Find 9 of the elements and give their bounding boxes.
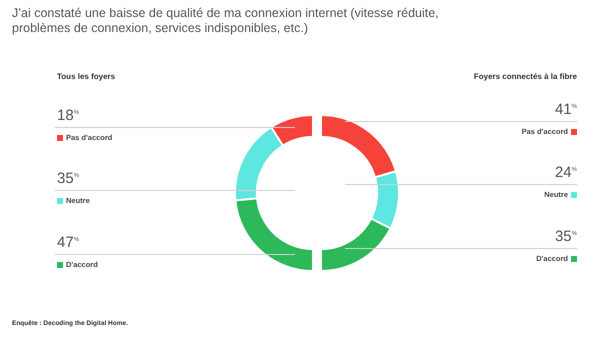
chart-subtitle: Foyers connectés à la fibre [474, 72, 577, 81]
data-label: 35$^{%}$ [554, 228, 577, 245]
data-label: 47$^{%}$ [57, 234, 80, 251]
chart-title: J’ai constaté une baisse de qualité de ma connexion internet (vitesse réduite, problèmes de connexion, services indisponibles, etc.) [12, 6, 440, 36]
data-label: 18$^{%}$ [57, 107, 80, 124]
chart-subtitle: Tous les foyers [57, 72, 116, 81]
data-label: 41$^{%}$ [554, 101, 577, 118]
data-label: 35$^{%}$ [57, 170, 80, 187]
data-label: 24$^{%}$ [554, 164, 577, 181]
